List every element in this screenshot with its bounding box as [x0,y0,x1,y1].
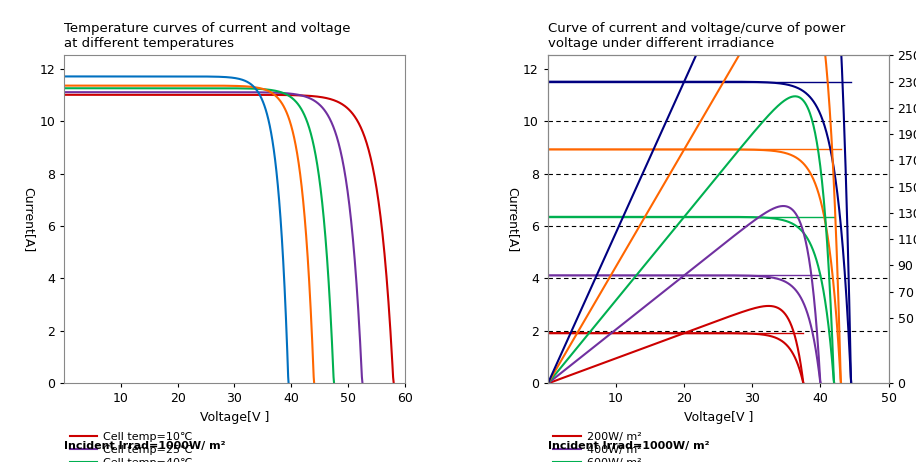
Text: Incident Irrad=1000W/ m²: Incident Irrad=1000W/ m² [64,441,225,451]
X-axis label: Voltage[V ]: Voltage[V ] [683,411,753,424]
Legend: Cell temp=10℃, Cell temp=25℃, Cell temp=40℃, Cell temp=55℃, Cell temp=70℃: Cell temp=10℃, Cell temp=25℃, Cell temp=… [70,432,192,462]
Text: Temperature curves of current and voltage
at different temperatures: Temperature curves of current and voltag… [64,22,351,50]
Y-axis label: Current[A]: Current[A] [507,187,519,252]
Text: Curve of current and voltage/curve of power
voltage under different irradiance: Curve of current and voltage/curve of po… [548,22,845,50]
Y-axis label: Current[A]: Current[A] [23,187,36,252]
X-axis label: Voltage[V ]: Voltage[V ] [200,411,269,424]
Text: Incident Irrad=1000W/ m²: Incident Irrad=1000W/ m² [548,441,709,451]
Legend: 200W/ m², 400W/ m², 600W/ m², 800W/ m², 1000W/ m²: 200W/ m², 400W/ m², 600W/ m², 800W/ m², … [553,432,649,462]
